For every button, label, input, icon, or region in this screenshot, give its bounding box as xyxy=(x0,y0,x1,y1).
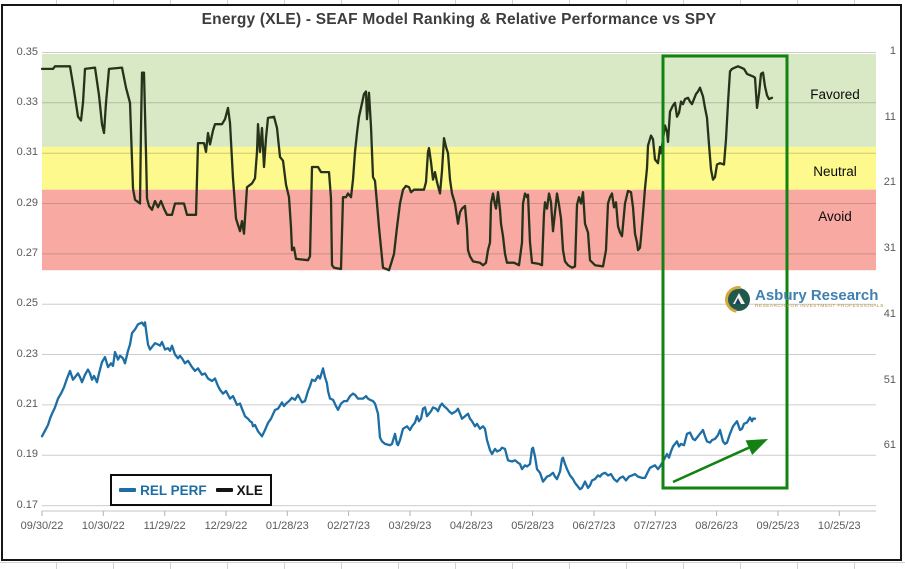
zone-label-avoid: Avoid xyxy=(818,209,852,224)
logo-text: Asbury Research RESEARCH FOR INVESTMENT … xyxy=(755,288,884,311)
x-axis-label: 10/25/23 xyxy=(817,520,861,532)
trend-arrow-head-icon xyxy=(745,439,768,455)
right-axis-label: 1 xyxy=(889,45,896,57)
x-axis-label: 06/27/23 xyxy=(572,520,616,532)
rel-perf-line-sample-icon xyxy=(119,488,137,492)
logo-tagline: RESEARCH FOR INVESTMENT PROFESSIONALS xyxy=(755,304,884,309)
x-axis-label: 11/29/22 xyxy=(143,520,186,532)
zone-label-favored: Favored xyxy=(810,87,860,102)
legend-label-rel-perf: REL PERF xyxy=(140,482,207,498)
x-axis-label: 05/28/23 xyxy=(511,520,555,532)
series-line-xle xyxy=(40,65,774,272)
right-axis-label: 41 xyxy=(883,307,896,320)
x-axis-label: 03/29/23 xyxy=(388,520,432,532)
chart-title: Energy (XLE) - SEAF Model Ranking & Rela… xyxy=(201,11,717,28)
right-axis-label: 21 xyxy=(883,176,896,189)
legend-item-rel-perf: REL PERF xyxy=(119,483,207,498)
zone-band-neutral xyxy=(42,146,876,190)
right-axis-label: 11 xyxy=(884,110,896,123)
left-axis-label: 0.21 xyxy=(16,397,38,410)
trend-arrow-shaft xyxy=(672,446,750,484)
zone-band-favored xyxy=(42,54,876,147)
x-axis-label: 08/26/23 xyxy=(695,520,739,532)
left-axis-label: 0.19 xyxy=(16,448,38,461)
x-axis-label: 09/30/22 xyxy=(20,520,64,532)
x-axis-label: 02/27/23 xyxy=(327,520,371,532)
x-axis-label: 01/28/23 xyxy=(265,520,309,532)
x-axis-label: 10/30/22 xyxy=(81,520,125,532)
chart-plot-area xyxy=(40,52,876,516)
chart-legend: REL PERF XLE xyxy=(110,474,272,506)
right-axis-label: 51 xyxy=(883,373,896,386)
left-axis-label: 0.29 xyxy=(16,196,38,209)
series-line-rel-perf xyxy=(40,321,757,491)
spreadsheet-edge-bottom xyxy=(0,562,905,569)
x-axis-label: 07/27/23 xyxy=(633,520,677,532)
xle-line-sample-icon xyxy=(215,488,233,492)
left-axis-label: 0.23 xyxy=(16,347,38,360)
legend-item-xle: XLE xyxy=(215,482,263,498)
logo-name: Asbury Research xyxy=(755,287,879,304)
x-axis-label: 04/28/23 xyxy=(449,520,493,532)
left-axis-label: 0.25 xyxy=(16,297,38,310)
highlight-box xyxy=(661,54,789,490)
left-axis-label: 0.35 xyxy=(16,45,38,58)
x-axis-label: 09/25/23 xyxy=(756,520,800,532)
left-axis-label: 0.27 xyxy=(16,246,38,259)
x-axis-label: 12/29/22 xyxy=(204,520,248,532)
left-axis-label: 0.31 xyxy=(16,146,38,159)
zone-band-avoid xyxy=(42,189,876,271)
right-axis-label: 61 xyxy=(883,439,896,452)
asbury-globe-icon xyxy=(719,280,758,319)
spreadsheet-edge-top xyxy=(0,0,905,4)
legend-label-xle: XLE xyxy=(236,482,263,498)
left-axis-label: 0.17 xyxy=(16,498,38,511)
asbury-research-logo: Asbury Research RESEARCH FOR INVESTMENT … xyxy=(719,280,884,319)
zone-label-neutral: Neutral xyxy=(813,164,857,179)
right-axis-label: 31 xyxy=(883,242,896,255)
left-axis-label: 0.33 xyxy=(16,95,38,108)
